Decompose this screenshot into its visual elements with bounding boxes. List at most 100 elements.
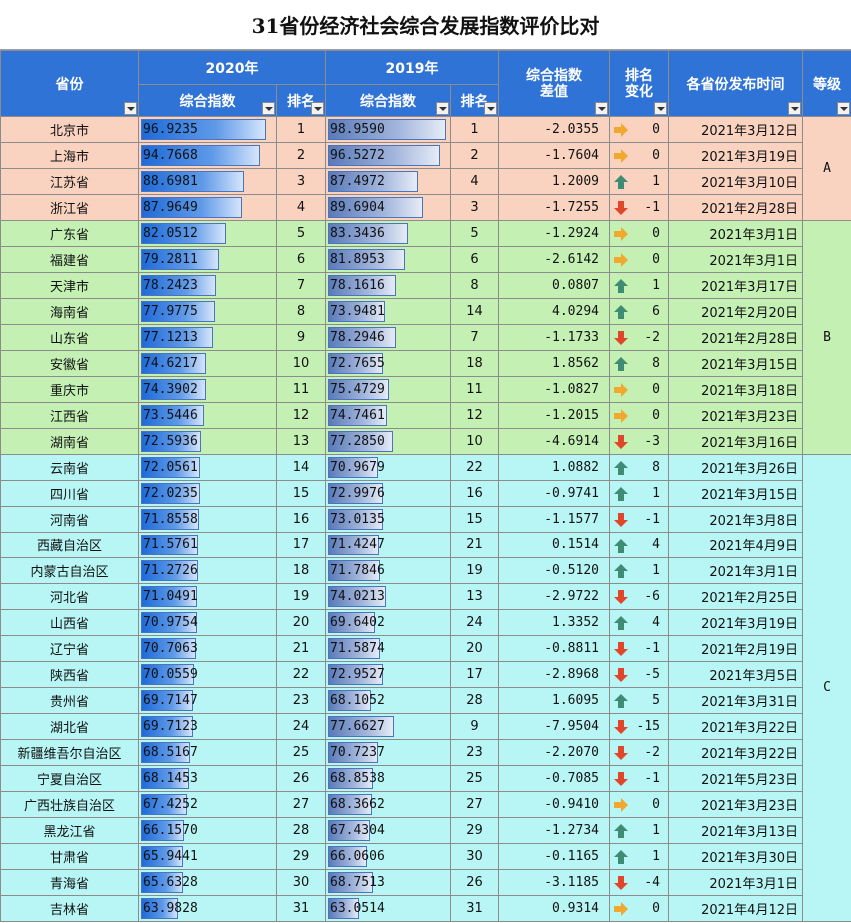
index-diff-cell[interactable]: -0.7085 xyxy=(498,765,610,793)
rank-2020-cell[interactable]: 3 xyxy=(276,167,326,195)
index-2020-cell[interactable]: 65.6328 xyxy=(138,869,277,897)
filter-dropdown-icon[interactable] xyxy=(654,102,667,115)
rank-2019-cell[interactable]: 24 xyxy=(450,609,499,637)
filter-dropdown-icon[interactable] xyxy=(595,102,608,115)
rank-2020-cell[interactable]: 6 xyxy=(276,245,326,273)
release-date-cell[interactable]: 2021年3月1日 xyxy=(668,219,803,247)
rank-2019-cell[interactable]: 1 xyxy=(450,116,499,143)
filter-dropdown-icon[interactable] xyxy=(262,102,275,115)
grade-cell[interactable]: A xyxy=(802,116,851,221)
release-date-cell[interactable]: 2021年3月23日 xyxy=(668,791,803,819)
rank-2019-cell[interactable]: 3 xyxy=(450,193,499,221)
index-diff-cell[interactable]: -0.9410 xyxy=(498,791,610,819)
index-diff-cell[interactable]: 1.3352 xyxy=(498,609,610,637)
rank-change-cell[interactable]: -15 xyxy=(609,713,669,741)
release-date-cell[interactable]: 2021年3月15日 xyxy=(668,349,803,377)
rank-2019-cell[interactable]: 6 xyxy=(450,245,499,273)
rank-2020-cell[interactable]: 2 xyxy=(276,141,326,169)
index-2019-cell[interactable]: 74.0213 xyxy=(325,583,451,611)
index-2019-cell[interactable]: 73.0135 xyxy=(325,505,451,533)
release-date-cell[interactable]: 2021年3月30日 xyxy=(668,843,803,871)
index-diff-cell[interactable]: -1.2015 xyxy=(498,401,610,429)
index-2019-cell[interactable]: 66.0606 xyxy=(325,843,451,871)
province-cell[interactable]: 上海市 xyxy=(0,141,139,169)
province-cell[interactable]: 江西省 xyxy=(0,401,139,429)
rank-2019-cell[interactable]: 29 xyxy=(450,817,499,845)
rank-change-cell[interactable]: 0 xyxy=(609,219,669,247)
release-date-cell[interactable]: 2021年3月19日 xyxy=(668,609,803,637)
index-diff-cell[interactable]: 4.0294 xyxy=(498,297,610,325)
index-2019-cell[interactable]: 77.2850 xyxy=(325,427,451,455)
index-2020-cell[interactable]: 70.9754 xyxy=(138,609,277,637)
rank-change-cell[interactable]: 8 xyxy=(609,349,669,377)
rank-change-cell[interactable]: 0 xyxy=(609,401,669,429)
release-date-cell[interactable]: 2021年2月19日 xyxy=(668,635,803,663)
release-date-cell[interactable]: 2021年3月8日 xyxy=(668,505,803,533)
rank-2020-cell[interactable]: 22 xyxy=(276,661,326,689)
rank-2019-cell[interactable]: 18 xyxy=(450,349,499,377)
rank-change-cell[interactable]: 1 xyxy=(609,271,669,299)
filter-dropdown-icon[interactable] xyxy=(124,102,137,115)
rank-change-cell[interactable]: -2 xyxy=(609,323,669,351)
rank-2020-cell[interactable]: 5 xyxy=(276,219,326,247)
index-diff-cell[interactable]: -7.9504 xyxy=(498,713,610,741)
rank-2019-cell[interactable]: 19 xyxy=(450,557,499,585)
index-2019-cell[interactable]: 67.4304 xyxy=(325,817,451,845)
index-diff-cell[interactable]: -1.7255 xyxy=(498,193,610,221)
province-cell[interactable]: 云南省 xyxy=(0,453,139,481)
index-2019-cell[interactable]: 70.9679 xyxy=(325,453,451,481)
rank-change-cell[interactable]: -1 xyxy=(609,193,669,221)
rank-change-cell[interactable]: -3 xyxy=(609,427,669,455)
rank-change-cell[interactable]: 0 xyxy=(609,245,669,273)
index-2020-cell[interactable]: 78.2423 xyxy=(138,271,277,299)
province-cell[interactable]: 吉林省 xyxy=(0,895,139,923)
rank-2019-cell[interactable]: 21 xyxy=(450,531,499,559)
rank-change-cell[interactable]: 1 xyxy=(609,557,669,585)
index-diff-cell[interactable]: -2.0355 xyxy=(498,116,610,143)
index-diff-cell[interactable]: -0.8811 xyxy=(498,635,610,663)
index-2019-cell[interactable]: 72.7655 xyxy=(325,349,451,377)
index-2020-cell[interactable]: 71.0491 xyxy=(138,583,277,611)
province-cell[interactable]: 安徽省 xyxy=(0,349,139,377)
rank-2020-cell[interactable]: 30 xyxy=(276,869,326,897)
index-2019-cell[interactable]: 68.1052 xyxy=(325,687,451,715)
filter-dropdown-icon[interactable] xyxy=(788,102,801,115)
rank-2019-cell[interactable]: 11 xyxy=(450,375,499,403)
rank-2019-cell[interactable]: 4 xyxy=(450,167,499,195)
index-2020-cell[interactable]: 77.9775 xyxy=(138,297,277,325)
index-2019-cell[interactable]: 83.3436 xyxy=(325,219,451,247)
rank-2019-cell[interactable]: 26 xyxy=(450,869,499,897)
province-cell[interactable]: 宁夏自治区 xyxy=(0,765,139,793)
index-2019-cell[interactable]: 71.4247 xyxy=(325,531,451,559)
release-date-cell[interactable]: 2021年3月10日 xyxy=(668,167,803,195)
province-cell[interactable]: 四川省 xyxy=(0,479,139,507)
rank-2020-cell[interactable]: 9 xyxy=(276,323,326,351)
index-2019-cell[interactable]: 71.7846 xyxy=(325,557,451,585)
index-2020-cell[interactable]: 67.4252 xyxy=(138,791,277,819)
rank-change-cell[interactable]: 1 xyxy=(609,167,669,195)
province-cell[interactable]: 贵州省 xyxy=(0,687,139,715)
release-date-cell[interactable]: 2021年3月22日 xyxy=(668,739,803,767)
release-date-cell[interactable]: 2021年3月16日 xyxy=(668,427,803,455)
province-cell[interactable]: 湖北省 xyxy=(0,713,139,741)
rank-change-cell[interactable]: -2 xyxy=(609,739,669,767)
rank-2019-cell[interactable]: 22 xyxy=(450,453,499,481)
index-2020-cell[interactable]: 63.9828 xyxy=(138,895,277,923)
index-diff-cell[interactable]: -2.2070 xyxy=(498,739,610,767)
index-2020-cell[interactable]: 71.5761 xyxy=(138,531,277,559)
index-2020-cell[interactable]: 72.5936 xyxy=(138,427,277,455)
rank-change-cell[interactable]: 4 xyxy=(609,609,669,637)
province-cell[interactable]: 福建省 xyxy=(0,245,139,273)
index-diff-cell[interactable]: -1.2734 xyxy=(498,817,610,845)
release-date-cell[interactable]: 2021年4月12日 xyxy=(668,895,803,923)
rank-2019-cell[interactable]: 12 xyxy=(450,401,499,429)
filter-dropdown-icon[interactable] xyxy=(436,102,449,115)
rank-2020-cell[interactable]: 20 xyxy=(276,609,326,637)
index-diff-cell[interactable]: -0.9741 xyxy=(498,479,610,507)
release-date-cell[interactable]: 2021年3月22日 xyxy=(668,713,803,741)
rank-2019-cell[interactable]: 27 xyxy=(450,791,499,819)
rank-2019-cell[interactable]: 17 xyxy=(450,661,499,689)
index-2020-cell[interactable]: 66.1570 xyxy=(138,817,277,845)
rank-2019-cell[interactable]: 16 xyxy=(450,479,499,507)
release-date-cell[interactable]: 2021年2月28日 xyxy=(668,193,803,221)
